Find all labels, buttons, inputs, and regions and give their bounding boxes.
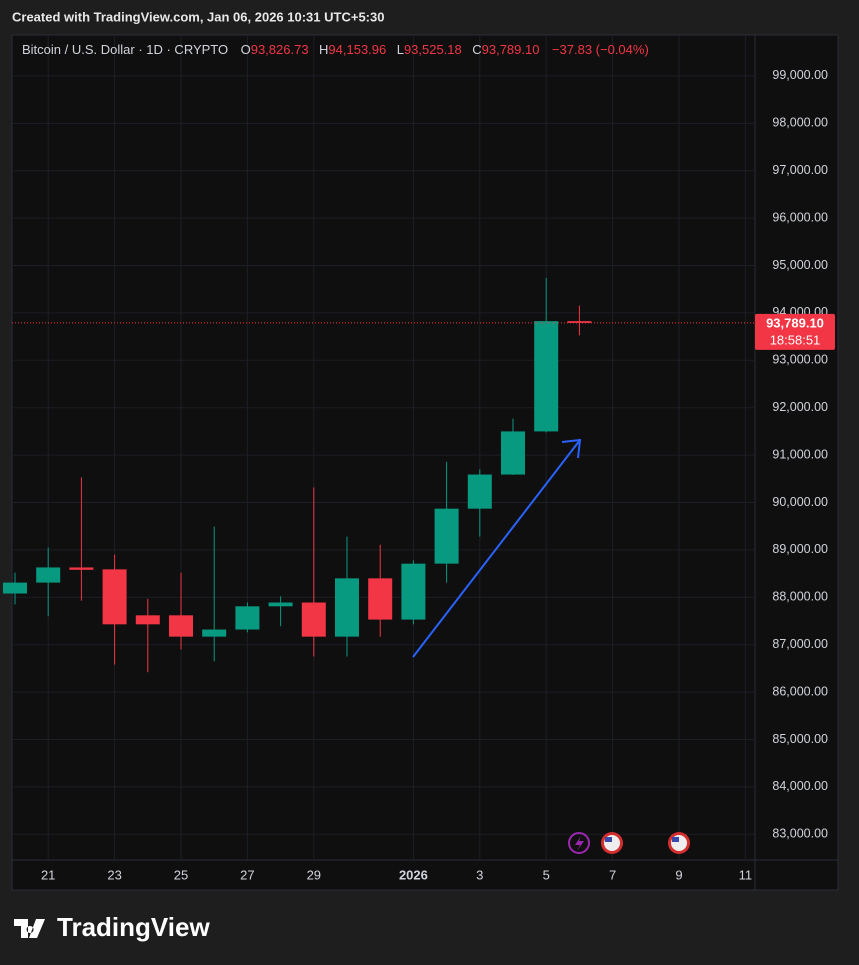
x-tick-label: 23 <box>107 867 121 882</box>
candle-body <box>202 629 227 637</box>
candle-body <box>501 431 525 475</box>
candle-body <box>368 578 393 620</box>
symbol: Bitcoin / U.S. Dollar · 1D · CRYPTO <box>22 42 228 57</box>
candle-body <box>467 474 492 509</box>
x-tick-label: 29 <box>307 867 321 882</box>
y-tick-label: 87,000.00 <box>772 637 828 651</box>
y-tick-label: 98,000.00 <box>772 116 828 130</box>
y-tick-label: 84,000.00 <box>772 779 828 793</box>
x-tick-label: 2026 <box>399 867 428 882</box>
candle-body <box>102 569 127 625</box>
y-tick-label: 86,000.00 <box>772 684 828 698</box>
candle-body <box>69 567 94 570</box>
y-tick-label: 92,000.00 <box>772 400 828 414</box>
brand: TradingView <box>57 912 210 942</box>
x-tick-label: 21 <box>41 867 55 882</box>
open-value: 93,826.73 <box>251 42 309 57</box>
x-tick-label: 25 <box>174 867 188 882</box>
candle-body <box>434 508 459 564</box>
price-tag-price: 93,789.10 <box>766 315 824 330</box>
close-label: C <box>472 42 481 57</box>
x-tick-label: 7 <box>609 867 616 882</box>
change-value: −37.83 (−0.04%) <box>552 42 649 57</box>
trend-arrow <box>412 438 582 658</box>
y-tick-label: 83,000.00 <box>772 827 828 841</box>
candle-body <box>534 321 559 432</box>
grid <box>12 35 755 860</box>
legend: Bitcoin / U.S. Dollar · 1D · CRYPTO O93,… <box>22 42 649 59</box>
y-tick-label: 91,000.00 <box>772 447 828 461</box>
candle-body <box>235 606 260 630</box>
x-tick-label: 11 <box>739 867 753 882</box>
candle-body <box>335 578 359 637</box>
y-tick-label: 97,000.00 <box>772 163 828 177</box>
y-tick-label: 90,000.00 <box>772 495 828 509</box>
candle-body <box>567 321 592 323</box>
x-tick-label: 9 <box>675 867 682 882</box>
y-tick-label: 88,000.00 <box>772 590 828 604</box>
x-tick-label: 27 <box>240 867 254 882</box>
header-title: Created with TradingView.com, Jan 06, 20… <box>12 9 384 24</box>
candle-body <box>169 615 193 637</box>
price-tag <box>755 313 835 350</box>
y-tick-label: 85,000.00 <box>772 732 828 746</box>
x-tick-label: 3 <box>476 867 483 882</box>
chart-panel <box>11 34 839 891</box>
close-value: 93,789.10 <box>482 42 540 57</box>
y-tick-label: 89,000.00 <box>772 542 828 556</box>
low-value: 93,525.18 <box>404 42 462 57</box>
event-icons <box>568 832 690 854</box>
candle-body <box>135 615 160 625</box>
candle-body <box>401 563 426 620</box>
candle-body <box>3 582 27 594</box>
y-tick-label: 93,000.00 <box>772 353 828 367</box>
high-label: H <box>319 42 328 57</box>
open-label: O <box>241 42 251 57</box>
candle-body <box>268 602 293 607</box>
logo: TradingView <box>14 912 210 942</box>
y-tick-label: 96,000.00 <box>772 210 828 224</box>
candles <box>3 277 755 673</box>
low-label: L <box>397 42 404 57</box>
candle-body <box>36 567 61 583</box>
y-tick-label: 99,000.00 <box>772 68 828 82</box>
candle-body <box>301 602 326 637</box>
price-tag-countdown: 18:58:51 <box>770 332 821 347</box>
high-value: 94,153.96 <box>328 42 386 57</box>
y-tick-label: 95,000.00 <box>772 258 828 272</box>
x-tick-label: 5 <box>543 867 550 882</box>
